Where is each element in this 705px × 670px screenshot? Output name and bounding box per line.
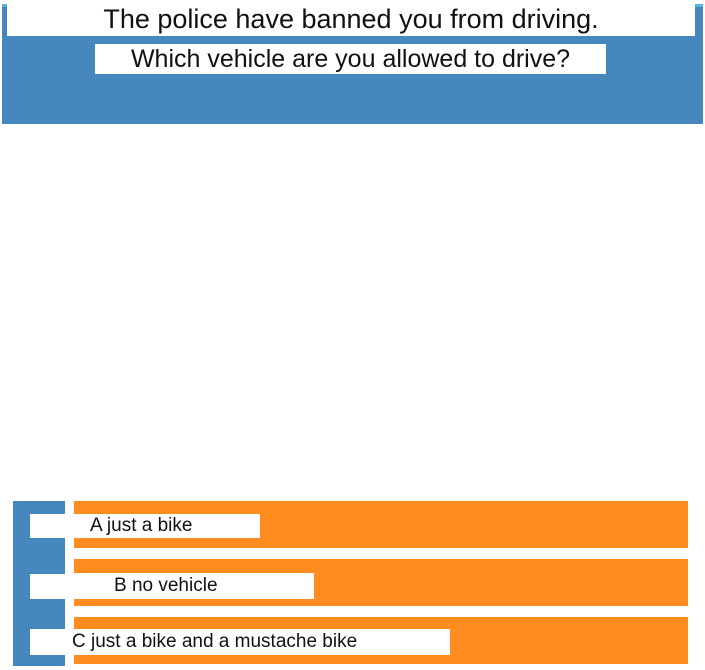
answer-c-letter-slot [30,629,65,655]
question-text-line-1: The police have banned you from driving. [7,4,695,36]
question-text-line-2: Which vehicle are you allowed to drive? [95,44,606,74]
answer-b-letter-slot [30,574,65,599]
answer-option-b-label[interactable]: B no vehicle [74,573,314,599]
answer-option-a-label[interactable]: A just a bike [74,514,260,538]
answer-a-letter-slot [30,514,65,538]
answer-option-c-label[interactable]: C just a bike and a mustache bike [72,629,450,655]
